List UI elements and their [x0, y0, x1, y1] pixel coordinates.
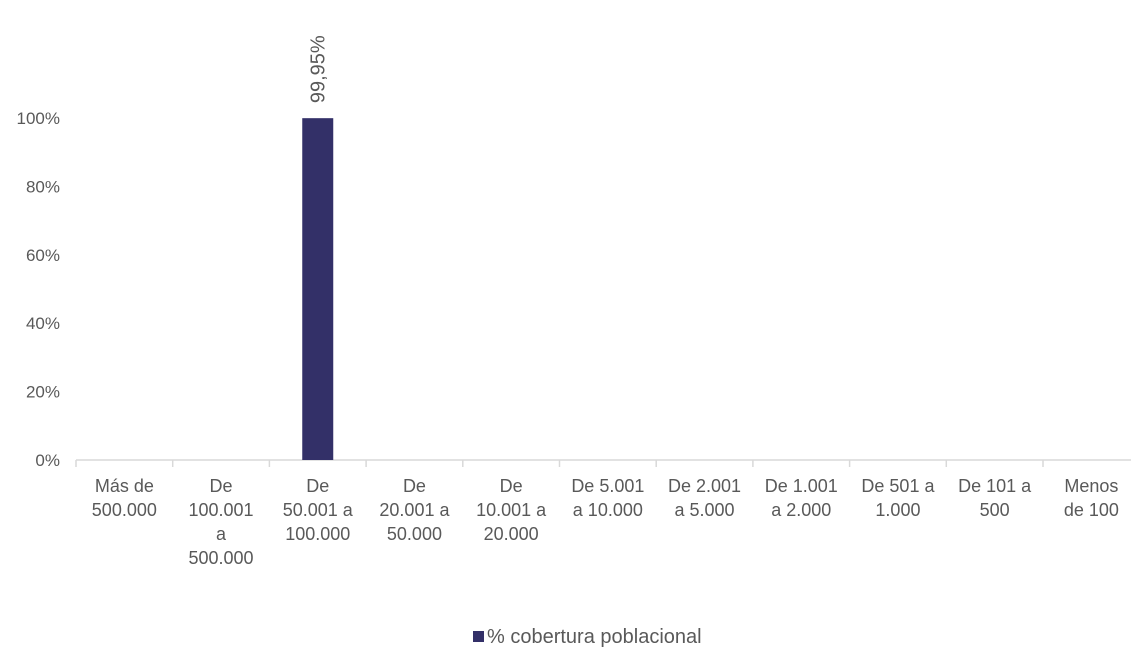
x-tick-label: Más de 500.000: [92, 476, 157, 520]
legend-swatch: [473, 631, 484, 642]
x-tick-label: De 501 a 1.000: [861, 476, 935, 520]
y-tick-label: 60%: [26, 246, 60, 265]
data-labels: 99,95%: [308, 35, 330, 103]
x-tick-label: De 2.001 a 5.000: [668, 476, 741, 520]
data-label: 99,95%: [308, 35, 330, 103]
x-axis: Más de 500.000 De 100.001 a 500.000 De 50.001 a…: [75, 459, 1131, 568]
bars: [302, 118, 334, 461]
bar: [302, 118, 334, 461]
y-tick-label: 100%: [17, 109, 60, 128]
y-tick-label: 80%: [26, 177, 60, 196]
x-tick-label: De 5.001 a 10.000: [571, 476, 644, 520]
x-tick-label: Menos de 100: [1064, 476, 1119, 520]
y-tick-label: 0%: [35, 451, 60, 470]
y-tick-label: 20%: [26, 383, 60, 402]
x-tick-label: De 10.001 a 20.000: [476, 476, 547, 544]
x-tick-label: De 1.001 a 2.000: [765, 476, 838, 520]
legend-label: % cobertura poblacional: [487, 626, 702, 648]
y-tick-label: 40%: [26, 314, 60, 333]
x-tick-label: De 20.001 a 50.000: [379, 476, 450, 544]
y-axis: 0% 20% 40% 60% 80% 100%: [17, 109, 60, 470]
x-tick-label: De 50.001 a 100.000: [283, 476, 354, 544]
legend: % cobertura poblacional: [473, 626, 702, 648]
x-tick-label: De 101 a 500: [958, 476, 1032, 520]
x-tick-label: De 100.001 a 500.000: [189, 476, 254, 568]
